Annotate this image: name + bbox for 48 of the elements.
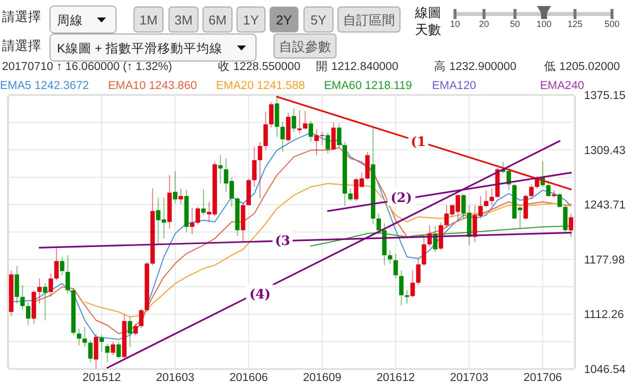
y-tick-label: 1046.54 <box>584 364 626 376</box>
text: 3M <box>174 12 193 28</box>
text: 高 1232.900000 <box>434 59 516 73</box>
text: 100 <box>536 19 552 29</box>
y-tick-label: 1375.15 <box>584 90 626 102</box>
x-tick-label: 201612 <box>376 372 415 384</box>
y-tick-label: 1309.43 <box>584 144 626 157</box>
text: 低 1205.02000 <box>544 60 620 73</box>
x-tick-label: 201706 <box>524 372 562 384</box>
text: 125 <box>567 19 583 29</box>
text: EMA20 1241.588 <box>216 80 305 92</box>
annotation: (1 <box>410 134 426 150</box>
text: EMA5 1242.3672 <box>0 80 89 92</box>
text: 2Y <box>276 12 292 28</box>
text: 10 <box>450 19 460 29</box>
x-tick-label: 201703 <box>450 372 488 384</box>
text: 5Y <box>310 12 327 28</box>
text: 開 1212.840000 <box>316 60 398 73</box>
y-tick-label: 1112.26 <box>584 309 624 322</box>
text: 6M <box>208 12 227 28</box>
text: 線圖 <box>414 5 441 20</box>
x-tick-label: 201609 <box>303 372 342 384</box>
text: EMA60 1218.119 <box>324 80 412 92</box>
text: 50 <box>510 19 520 29</box>
text: EMA10 1243.860 <box>108 80 197 92</box>
text: 1Y <box>243 12 260 28</box>
legend-label: EMA240 <box>540 80 584 92</box>
text: 20 <box>478 19 490 29</box>
text: 請選擇 <box>2 9 41 24</box>
legend-label: EMA120 <box>432 80 476 92</box>
text: 請選擇 <box>2 38 41 53</box>
annotation: (2) <box>390 190 412 206</box>
annotation: (3 <box>275 234 290 250</box>
text: 500 <box>604 19 620 29</box>
text: 天數 <box>415 22 441 37</box>
text: 自訂區間 <box>343 12 395 28</box>
x-tick-label: 201512 <box>82 372 121 384</box>
text: 收 1228.550000 <box>218 60 300 73</box>
text: K線圖 + 指數平滑移動平均線 <box>57 42 223 56</box>
text: 1M <box>139 12 158 28</box>
text: 20170710 ↑ 16.060000 (↑ 1.32%) <box>2 61 172 73</box>
text: 自設參數 <box>279 39 331 54</box>
annotation: (4) <box>249 288 271 303</box>
text: 周線 <box>57 14 83 28</box>
y-tick-label: 1243.71 <box>584 200 626 212</box>
x-tick-label: 201603 <box>156 372 194 384</box>
y-tick-label: 1177.98 <box>584 254 625 266</box>
x-tick-label: 201606 <box>230 372 268 384</box>
